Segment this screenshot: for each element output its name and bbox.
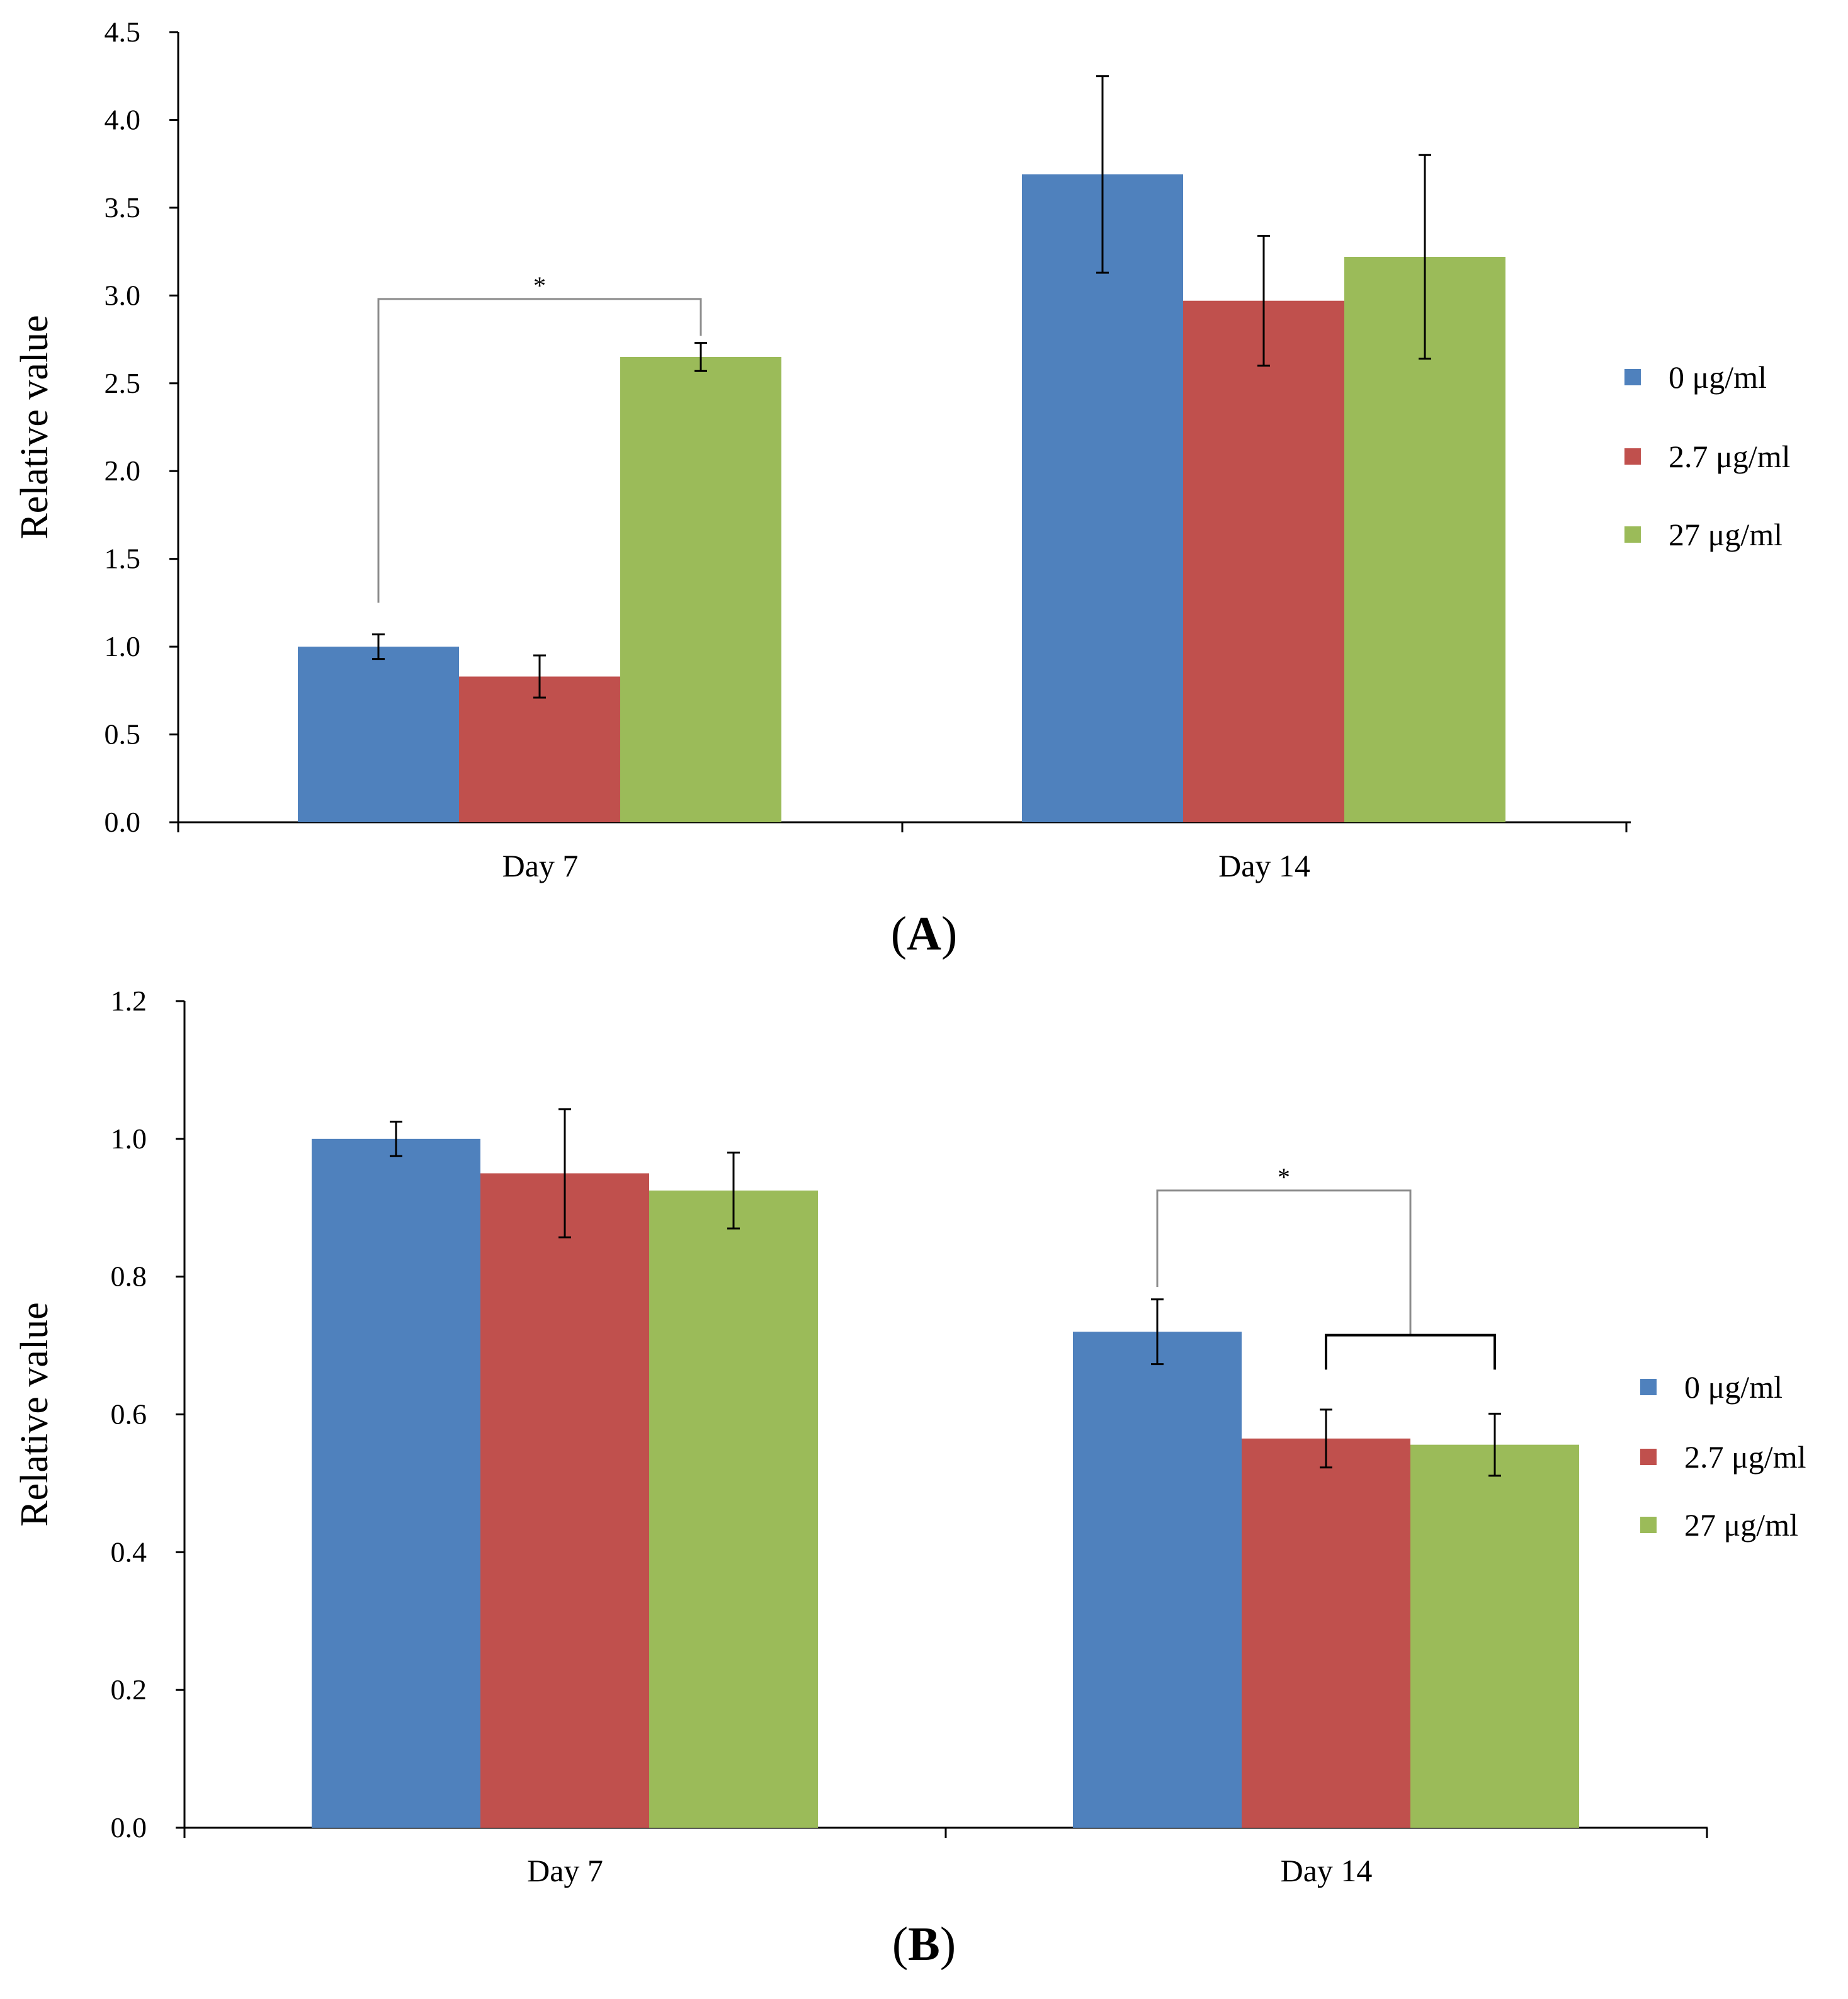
significance-marker: * bbox=[533, 271, 546, 300]
panel-b: 0.0 0.2 0.4 0.6 0.8 1.0 1.2 Day 7 Day 14 Relative… bbox=[0, 970, 1848, 1999]
y-tick-label: 4.0 bbox=[105, 103, 141, 135]
significance-bracket bbox=[1156, 1189, 1412, 1335]
panel-a: 0.0 0.5 1.0 1.5 2.0 2.5 3.0 3.5 4.0 4.5 Day 7 Day 1… bbox=[0, 0, 1848, 970]
bar-2-7-g-ml-day-14 bbox=[1242, 1438, 1410, 1828]
legend-label: 2.7 μg/ml bbox=[1684, 1439, 1806, 1475]
bar-2-7-g-ml-day-14 bbox=[1183, 300, 1344, 822]
legend-swatch bbox=[1640, 1449, 1657, 1465]
x-category-label: Day 7 bbox=[502, 848, 579, 883]
legend-label: 27 μg/ml bbox=[1669, 517, 1783, 552]
x-category-label: Day 14 bbox=[1218, 848, 1310, 883]
chart-b-bar-chart: 0.0 0.2 0.4 0.6 0.8 1.0 1.2 Day 7 Day 14 Relative… bbox=[13, 985, 1806, 1888]
legend-swatch bbox=[1624, 526, 1641, 543]
x-category-label: Day 7 bbox=[527, 1853, 603, 1888]
bar-27-g-ml-day-7 bbox=[620, 356, 781, 822]
bar-0-g-ml-day-7 bbox=[298, 647, 459, 822]
legend-swatch bbox=[1640, 1517, 1657, 1533]
y-tick-label: 3.5 bbox=[105, 191, 141, 224]
legend-swatch bbox=[1624, 369, 1641, 385]
y-tick-label: 0.4 bbox=[111, 1536, 147, 1568]
bar-0-g-ml-day-7 bbox=[312, 1138, 480, 1828]
y-tick-label: 0.2 bbox=[111, 1673, 147, 1706]
y-tick-label: 1.0 bbox=[111, 1123, 147, 1155]
y-tick-label: 0.0 bbox=[105, 806, 141, 838]
y-tick-label: 2.0 bbox=[105, 455, 141, 487]
bar-2-7-g-ml-day-7 bbox=[480, 1173, 649, 1828]
panel-a-label: (A) bbox=[890, 907, 958, 960]
significance-group-bracket bbox=[1325, 1334, 1496, 1370]
bar-2-7-g-ml-day-7 bbox=[459, 676, 620, 822]
legend-label: 2.7 μg/ml bbox=[1669, 439, 1790, 474]
chart-a-bar-chart: 0.0 0.5 1.0 1.5 2.0 2.5 3.0 3.5 4.0 4.5 Day 7 Day 1… bbox=[13, 16, 1790, 883]
bar-27-g-ml-day-14 bbox=[1410, 1444, 1579, 1828]
legend-label: 27 μg/ml bbox=[1684, 1507, 1798, 1543]
y-axis-title: Relative value bbox=[13, 1302, 56, 1526]
y-tick-label: 0.8 bbox=[111, 1260, 147, 1293]
y-tick-label: 3.0 bbox=[105, 279, 141, 311]
legend-label: 0 μg/ml bbox=[1669, 360, 1767, 395]
legend-swatch bbox=[1624, 448, 1641, 465]
y-tick-label: 1.2 bbox=[111, 985, 147, 1017]
y-tick-label: 4.5 bbox=[105, 16, 141, 48]
y-tick-label: 2.5 bbox=[105, 367, 141, 399]
significance-bracket bbox=[377, 298, 702, 603]
y-tick-label: 0.5 bbox=[105, 718, 141, 750]
significance-marker: * bbox=[1278, 1163, 1290, 1191]
bar-0-g-ml-day-14 bbox=[1022, 174, 1183, 822]
bar-0-g-ml-day-14 bbox=[1073, 1332, 1242, 1828]
y-tick-label: 0.0 bbox=[111, 1811, 147, 1843]
y-tick-label: 1.0 bbox=[105, 630, 141, 662]
x-category-label: Day 14 bbox=[1281, 1853, 1373, 1888]
legend-label: 0 μg/ml bbox=[1684, 1369, 1783, 1405]
y-axis-title: Relative value bbox=[13, 315, 56, 539]
y-tick-label: 1.5 bbox=[105, 543, 141, 575]
y-tick-label: 0.6 bbox=[111, 1398, 147, 1430]
panel-b-label: (B) bbox=[892, 1918, 956, 1971]
bar-27-g-ml-day-7 bbox=[649, 1190, 818, 1828]
legend-swatch bbox=[1640, 1379, 1657, 1395]
